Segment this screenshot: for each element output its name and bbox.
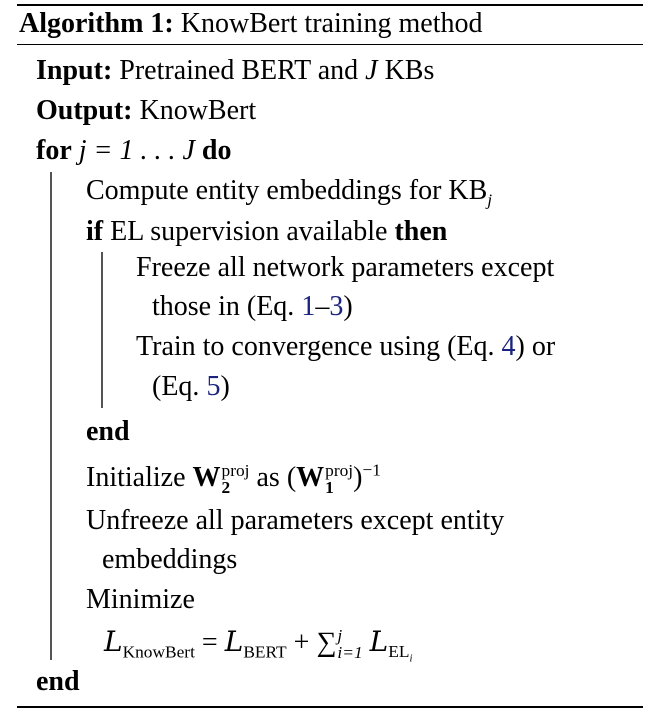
init-as: as xyxy=(256,461,280,493)
algorithm-caption: Algorithm 1: KnowBert training method xyxy=(19,10,483,38)
loss-sum-sub: i=1 xyxy=(337,643,363,663)
end-if-keyword: end xyxy=(86,416,130,447)
init-exponent: −1 xyxy=(362,460,381,480)
train-ref-5[interactable]: 5 xyxy=(206,371,221,402)
input-var: J xyxy=(365,55,378,86)
output-line: Output: KnowBert xyxy=(36,97,256,125)
freeze-close: ) xyxy=(343,291,353,322)
input-text: Pretrained BERT and xyxy=(119,55,359,86)
top-rule xyxy=(17,4,643,6)
compute-text: Compute entity embeddings for KB xyxy=(86,175,488,206)
caption-label: Algorithm 1: xyxy=(19,8,174,39)
train-text-2: (Eq. xyxy=(152,371,200,402)
caption-title: KnowBert training method xyxy=(180,8,483,39)
for-block-bar xyxy=(50,172,52,660)
loss-knowbert-sub: KnowBert xyxy=(122,642,195,662)
freeze-line-1: Freeze all network parameters except xyxy=(136,254,554,282)
end-for-line: end xyxy=(36,668,80,696)
loss-plus: + xyxy=(293,626,310,658)
unfreeze-line-1: Unfreeze all parameters except entity xyxy=(86,507,504,535)
input-line: Input: Pretrained BERT and J KBs xyxy=(36,57,434,85)
loss-equals: = xyxy=(201,626,218,658)
loss-symbol-knowbert: L xyxy=(104,624,123,658)
init-text: Initialize xyxy=(86,461,186,493)
caption-rule xyxy=(17,44,643,45)
input-label: Input: xyxy=(36,55,113,86)
end-if-line: end xyxy=(86,418,130,446)
train-ref-4[interactable]: 4 xyxy=(501,331,516,362)
output-text: KnowBert xyxy=(139,95,257,126)
if-line: if EL supervision available then xyxy=(86,218,447,246)
compute-sub: j xyxy=(487,190,493,210)
if-block-bar xyxy=(101,252,103,408)
freeze-text-1: Freeze all network parameters except xyxy=(136,252,555,283)
freeze-dash: – xyxy=(315,291,330,322)
for-line: for j = 1 . . . J do xyxy=(36,137,231,165)
loss-el-subsub: i xyxy=(409,652,413,665)
train-text-1: Train to convergence using (Eq. xyxy=(136,331,495,362)
loss-symbol-el: L xyxy=(369,624,389,658)
train-line-1: Train to convergence using (Eq. 4) or xyxy=(136,333,555,361)
if-condition: EL supervision available xyxy=(110,216,388,247)
init-w2: W xyxy=(296,461,325,493)
then-keyword: then xyxy=(394,216,448,247)
output-label: Output: xyxy=(36,95,133,126)
loss-sum-sup: j xyxy=(337,626,343,645)
loss-el-sub: ELi xyxy=(388,642,413,665)
unfreeze-line-2: embeddings xyxy=(102,546,237,574)
for-expression: j = 1 . . . J xyxy=(78,135,195,166)
compute-line: Compute entity embeddings for KBj xyxy=(86,175,492,209)
input-text-b: KBs xyxy=(384,55,435,86)
freeze-ref-1[interactable]: 1 xyxy=(301,291,316,322)
for-keyword: for xyxy=(36,135,72,166)
unfreeze-text-2: embeddings xyxy=(102,544,238,575)
loss-bert-sub: BERT xyxy=(243,642,287,662)
loss-symbol-bert: L xyxy=(224,624,244,658)
minimize-text: Minimize xyxy=(86,584,195,615)
init-w-sup: proj xyxy=(221,461,250,480)
unfreeze-text-1: Unfreeze all parameters except entity xyxy=(86,505,505,536)
bottom-rule xyxy=(17,706,643,708)
do-keyword: do xyxy=(201,135,232,166)
freeze-ref-3[interactable]: 3 xyxy=(329,291,344,322)
train-text-2b: ) xyxy=(220,371,230,402)
end-for-keyword: end xyxy=(36,666,80,697)
if-keyword: if xyxy=(86,216,104,247)
freeze-line-2: those in (Eq. 1–3) xyxy=(152,293,353,321)
init-w: W xyxy=(192,461,221,493)
loss-sum: ∑ xyxy=(316,626,337,658)
loss-equation: LKnowBert = LBERT + ∑ j i=1 LELi xyxy=(104,624,413,665)
train-text-1b: ) or xyxy=(515,331,556,362)
freeze-text-2: those in (Eq. xyxy=(152,291,295,322)
init-w2-sub: 1 xyxy=(325,478,334,498)
train-line-2: (Eq. 5) xyxy=(152,373,230,401)
minimize-line: Minimize xyxy=(86,586,195,614)
init-w-sub: 2 xyxy=(221,478,231,498)
init-w2-sup: proj xyxy=(325,461,354,480)
